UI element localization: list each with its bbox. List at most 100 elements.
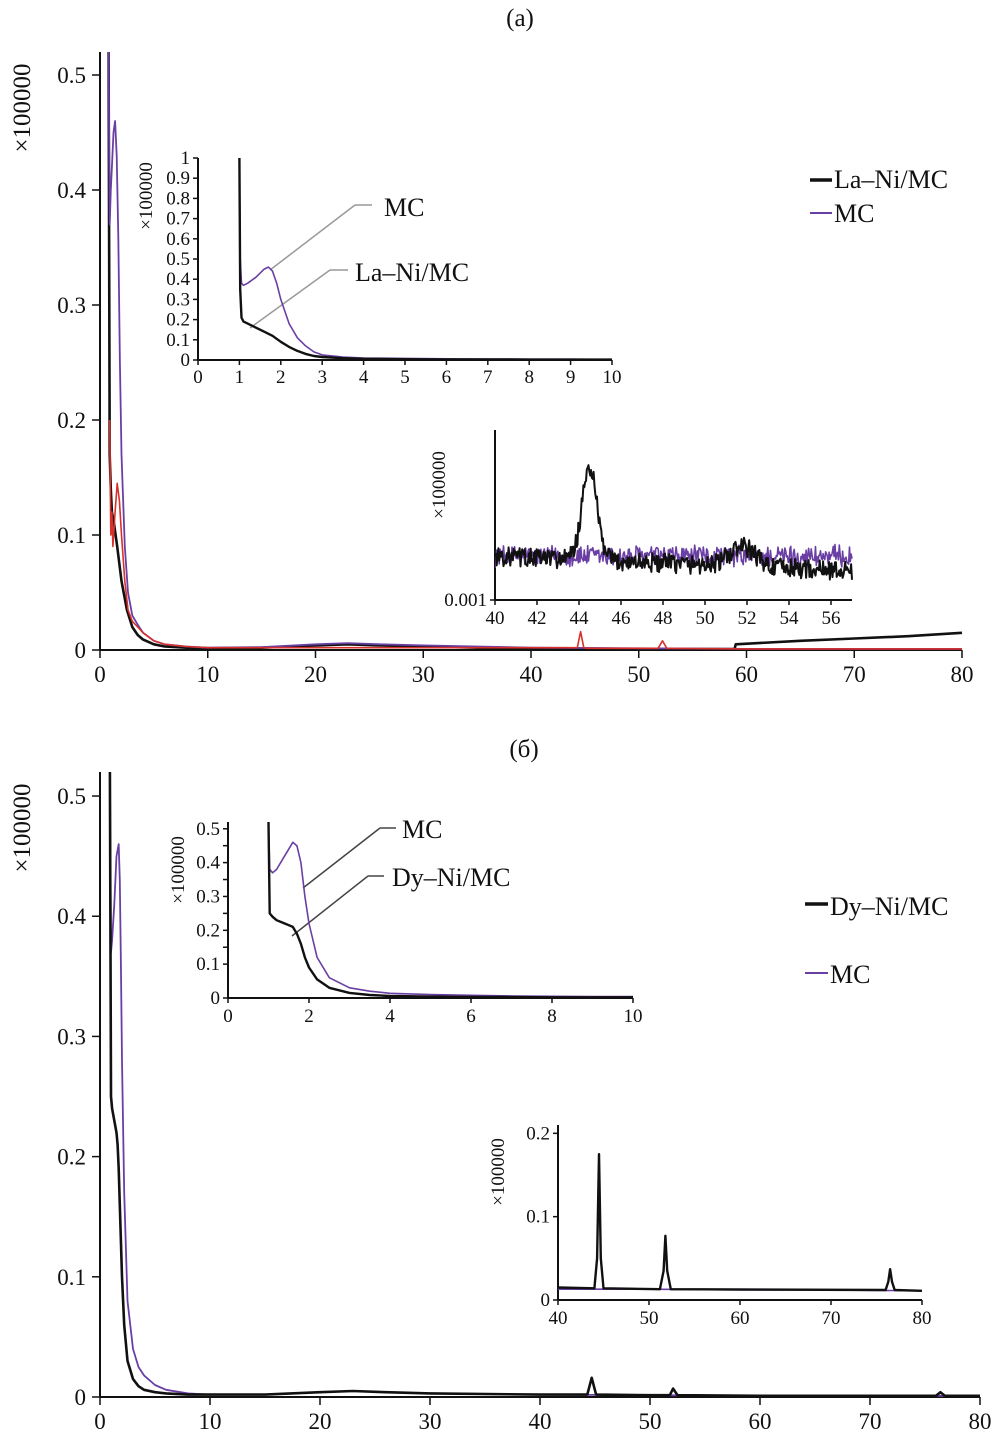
callout-la-ni: La–Ni/MC bbox=[355, 258, 469, 287]
chart-b_inset1: 0 2 4 6 8 10 0 0.1 0.2 0.3 0.4 0.5 bbox=[196, 819, 642, 1027]
b_main-ytick-label: 0.4 bbox=[57, 904, 86, 929]
inset-a1-callouts: MC La–Ni/MC bbox=[249, 193, 469, 329]
a_main-ytick-label: 0.1 bbox=[57, 523, 86, 548]
a_main-ytick-label: 0 bbox=[75, 638, 87, 663]
a_inset1-ytick-label: 0.3 bbox=[166, 289, 190, 310]
panel-b-ylabel: ×100000 bbox=[9, 783, 36, 872]
callout-dy-ni: Dy–Ni/MC bbox=[392, 863, 510, 892]
inset-b1-callouts: MC Dy–Ni/MC bbox=[291, 815, 510, 937]
b_inset1-xtick-label: 6 bbox=[466, 1006, 476, 1027]
a_inset1-xtick-label: 10 bbox=[603, 367, 622, 388]
b_inset2-series-dynimc bbox=[558, 1152, 923, 1292]
b_inset1-ytick-label: 0 bbox=[211, 988, 221, 1009]
b_inset1-ytick-label: 0.1 bbox=[196, 954, 220, 975]
b_main-xtick-label: 0 bbox=[94, 1409, 106, 1434]
leader-mc-b bbox=[302, 827, 381, 889]
b_inset1-xtick-label: 2 bbox=[304, 1006, 314, 1027]
b_inset1-xtick-label: 4 bbox=[385, 1006, 395, 1027]
legend-label-dy-ni: Dy–Ni/MC bbox=[830, 892, 948, 921]
a_inset2-ytick-label: 0.001 bbox=[444, 590, 487, 611]
a_main-ytick-label: 0.3 bbox=[57, 293, 86, 318]
a_inset1-xtick-label: 0 bbox=[193, 367, 203, 388]
panel-a-ylabel: ×100000 bbox=[9, 63, 36, 152]
b_main-xtick-label: 70 bbox=[859, 1409, 882, 1434]
b_inset1-series-dynimc bbox=[267, 821, 633, 999]
panel-a: (a) ×100000 La–Ni/MC MC MC La–Ni/MC ×100… bbox=[9, 5, 948, 519]
a_inset1-xtick-label: 8 bbox=[524, 367, 534, 388]
b_inset1-ytick-label: 0.2 bbox=[196, 920, 220, 941]
b_main-ytick-label: 0.5 bbox=[57, 784, 86, 809]
a_main-xtick-label: 0 bbox=[94, 662, 106, 687]
callout-mc-b: MC bbox=[402, 815, 442, 844]
a_inset1-ytick-label: 0.1 bbox=[166, 330, 190, 351]
b_main-xtick-label: 20 bbox=[309, 1409, 332, 1434]
a_inset1-ytick-label: 0.5 bbox=[166, 249, 190, 270]
a_inset1-xtick-label: 3 bbox=[317, 367, 327, 388]
a_inset1-xtick-label: 5 bbox=[400, 367, 410, 388]
a_main-xtick-label: 20 bbox=[304, 662, 327, 687]
b_inset2-ytick-label: 0.2 bbox=[526, 1123, 550, 1144]
inset-a1-ylabel: ×100000 bbox=[136, 162, 157, 230]
a_main-ytick-label: 0.2 bbox=[57, 408, 86, 433]
a_inset2-xtick-label: 46 bbox=[612, 608, 631, 629]
chart-a_inset2: 40 42 44 46 48 50 52 54 56 0.001 bbox=[444, 430, 853, 629]
a_inset1-xtick-label: 4 bbox=[359, 367, 369, 388]
b_inset1-xtick-label: 0 bbox=[223, 1006, 233, 1027]
a_main-xtick-label: 10 bbox=[196, 662, 219, 687]
a_main-series-extra bbox=[108, 419, 962, 650]
panel-a-title: (a) bbox=[506, 5, 534, 32]
a_main-xtick-label: 30 bbox=[412, 662, 435, 687]
a_inset1-xtick-label: 1 bbox=[235, 367, 245, 388]
b_main-ytick-label: 0.2 bbox=[57, 1145, 86, 1170]
b_inset2-xtick-label: 50 bbox=[640, 1308, 659, 1329]
b_inset1-series-mc bbox=[267, 821, 633, 998]
legend-label-la-ni: La–Ni/MC bbox=[834, 165, 948, 194]
a_inset1-ytick-label: 0.2 bbox=[166, 310, 190, 331]
b_main-xtick-label: 60 bbox=[749, 1409, 772, 1434]
a_inset1-xtick-label: 9 bbox=[566, 367, 576, 388]
b_main-ytick-label: 0.1 bbox=[57, 1265, 86, 1290]
b_inset2-ytick-label: 0.1 bbox=[526, 1207, 550, 1228]
b_inset1-ytick-label: 0.5 bbox=[196, 819, 220, 840]
b_inset2-ytick-label: 0 bbox=[541, 1290, 551, 1311]
b_main-xtick-label: 50 bbox=[639, 1409, 662, 1434]
b_inset1-ytick-label: 0.3 bbox=[196, 886, 220, 907]
a_inset2-xtick-label: 52 bbox=[738, 608, 757, 629]
inset-b1-ylabel: ×100000 bbox=[168, 836, 189, 904]
b_inset2-xtick-label: 80 bbox=[913, 1308, 932, 1329]
a_inset1-ytick-label: 1 bbox=[181, 148, 191, 169]
leader-dy-ni bbox=[291, 875, 369, 937]
a_inset1-series-lanimc bbox=[238, 157, 612, 361]
panel-b-legend: Dy–Ni/MC MC bbox=[805, 892, 948, 989]
b_main-xtick-label: 40 bbox=[529, 1409, 552, 1434]
a_main-xtick-label: 80 bbox=[951, 662, 974, 687]
b_main-xtick-label: 80 bbox=[969, 1409, 992, 1434]
b_main-xtick-label: 30 bbox=[419, 1409, 442, 1434]
inset-b2-ylabel: ×100000 bbox=[488, 1138, 509, 1206]
b_inset1-xtick-label: 8 bbox=[547, 1006, 557, 1027]
inset-a2-ylabel: ×100000 bbox=[429, 451, 450, 519]
a_inset2-xtick-label: 54 bbox=[780, 608, 800, 629]
b_main-ytick-label: 0 bbox=[75, 1385, 87, 1410]
b_inset2-xtick-label: 40 bbox=[549, 1308, 568, 1329]
legend-label-mc: MC bbox=[834, 199, 874, 228]
a_main-xtick-label: 40 bbox=[520, 662, 543, 687]
a_inset1-xtick-label: 6 bbox=[442, 367, 452, 388]
a_inset1-ytick-label: 0.8 bbox=[166, 188, 190, 209]
b_main-ytick-label: 0.3 bbox=[57, 1024, 86, 1049]
a_inset1-xtick-label: 2 bbox=[276, 367, 286, 388]
a_inset2-xtick-label: 48 bbox=[654, 608, 673, 629]
a_inset2-series-lanimc bbox=[495, 464, 853, 581]
leader-mc bbox=[269, 204, 356, 271]
b_inset1-ytick-label: 0.4 bbox=[196, 853, 220, 874]
a_main-ytick-label: 0.5 bbox=[57, 63, 86, 88]
b_main-series-dynimc bbox=[108, 771, 980, 1398]
a_inset2-xtick-label: 56 bbox=[822, 608, 841, 629]
legend-label-mc-b: MC bbox=[830, 960, 870, 989]
a_inset2-xtick-label: 40 bbox=[486, 608, 505, 629]
callout-mc: MC bbox=[384, 193, 424, 222]
